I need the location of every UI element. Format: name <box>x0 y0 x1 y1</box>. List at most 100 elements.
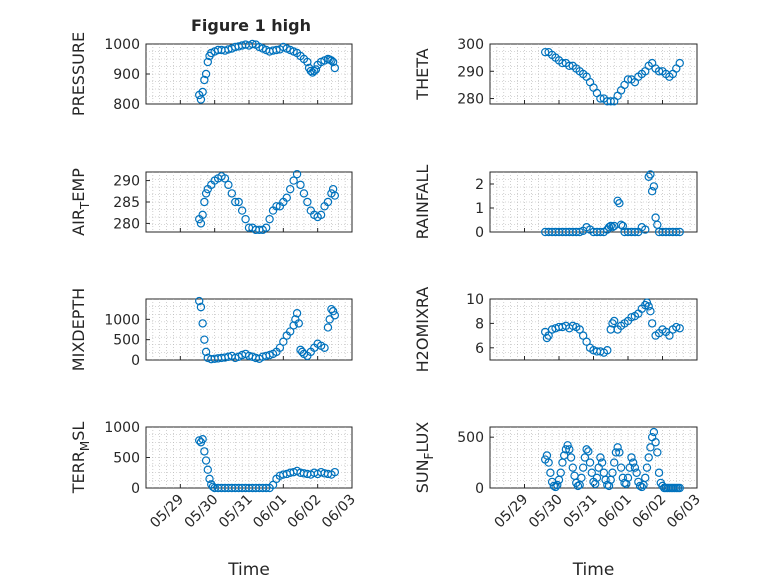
data-point <box>563 441 572 450</box>
data-point <box>641 225 650 234</box>
data-point <box>303 57 312 67</box>
data-point <box>292 309 302 318</box>
y-axis-label-main: AIR <box>69 209 88 236</box>
data-point <box>327 56 336 65</box>
y-tick-label: 10 <box>466 292 484 308</box>
y-axis-label-rest: SL <box>69 422 88 441</box>
data-point <box>675 483 684 493</box>
subplot-2: 280 290 300 THETA <box>413 37 698 108</box>
y-tick-label: 800 <box>113 97 140 113</box>
data-point <box>201 69 211 79</box>
data-point <box>575 227 584 237</box>
data-point <box>623 75 633 84</box>
data-point <box>651 438 660 447</box>
data-point <box>623 473 633 483</box>
data-point <box>237 206 247 215</box>
y-axis-label-rest: EMP <box>69 168 88 202</box>
data-series <box>195 435 340 493</box>
data-point <box>628 458 638 467</box>
y-tick-label: 290 <box>457 64 484 80</box>
data-point <box>195 296 204 306</box>
data-point <box>610 316 619 326</box>
data-series <box>195 169 340 235</box>
data-point <box>592 473 602 483</box>
data-point <box>541 47 550 57</box>
y-tick-label: 280 <box>457 92 484 108</box>
data-series <box>195 39 340 104</box>
data-point <box>234 197 243 207</box>
x-axis-label: Time <box>572 560 615 580</box>
data-point <box>272 202 281 211</box>
data-point <box>646 443 655 452</box>
data-point <box>298 347 307 357</box>
data-point <box>596 453 605 462</box>
data-point <box>577 473 586 483</box>
data-point <box>325 315 334 324</box>
data-point <box>282 193 291 202</box>
data-point <box>604 481 614 491</box>
data-point <box>647 186 657 196</box>
data-point <box>330 311 340 320</box>
data-point <box>201 456 211 465</box>
data-point <box>646 170 655 179</box>
data-point <box>265 214 274 224</box>
data-point <box>198 435 207 444</box>
data-point <box>618 221 628 231</box>
y-tick-label: 2 <box>475 177 484 193</box>
data-point <box>558 58 567 68</box>
data-point <box>201 189 211 198</box>
data-point <box>654 468 664 477</box>
data-point <box>675 227 684 237</box>
data-point <box>208 482 218 491</box>
x-axis-label: Time <box>227 560 270 580</box>
data-point <box>573 481 583 491</box>
x-tick-label: 05/29 <box>491 492 531 532</box>
data-point <box>200 335 209 344</box>
grid <box>490 172 697 232</box>
data-point <box>608 222 617 232</box>
y-axis-label-main: MIXDEPTH <box>69 288 88 371</box>
x-tick-label: 05/31 <box>560 492 600 532</box>
y-tick-label: 0 <box>475 225 484 241</box>
y-axis-label: MIXDEPTH <box>69 288 88 371</box>
data-point <box>556 468 565 477</box>
subplot-5: 0 500 1000 MIXDEPTH <box>69 288 353 371</box>
y-axis-label-main: PRESSURE <box>69 32 88 116</box>
x-tick-label: 06/02 <box>629 492 669 532</box>
y-axis-label-rest: LUX <box>413 422 432 453</box>
data-point <box>198 210 207 220</box>
data-point <box>196 219 206 228</box>
data-point <box>320 343 329 352</box>
data-point <box>323 323 333 332</box>
y-axis-label: H2OMIXRA <box>413 287 432 373</box>
data-point <box>220 174 230 183</box>
data-point <box>198 319 207 328</box>
y-tick-label: 285 <box>113 195 140 211</box>
y-tick-label: 1000 <box>104 420 140 436</box>
data-point <box>675 58 684 68</box>
y-tick-label: 6 <box>475 341 484 357</box>
figure-title: Figure 1 high <box>191 16 311 35</box>
y-tick-label: 300 <box>457 37 484 53</box>
x-tick-label: 05/29 <box>147 492 187 532</box>
subplot-1: 800 900 1000 PRESSURE <box>69 32 353 116</box>
data-point <box>200 75 209 85</box>
data-point <box>565 445 574 454</box>
data-point <box>618 473 628 483</box>
y-axis-label-main: SUN <box>413 459 432 493</box>
data-point <box>542 333 552 343</box>
data-point <box>224 180 233 190</box>
y-axis-label: SUNFLUX <box>413 422 436 494</box>
data-point <box>544 331 553 340</box>
data-point <box>665 331 674 340</box>
data-point <box>641 473 650 483</box>
data-point <box>644 453 653 462</box>
data-point <box>647 319 657 328</box>
y-axis-label-subscript: F <box>422 452 436 459</box>
data-point <box>328 57 338 67</box>
data-point <box>299 189 309 198</box>
data-series <box>541 427 684 493</box>
data-point <box>561 445 571 454</box>
data-point <box>578 463 588 472</box>
